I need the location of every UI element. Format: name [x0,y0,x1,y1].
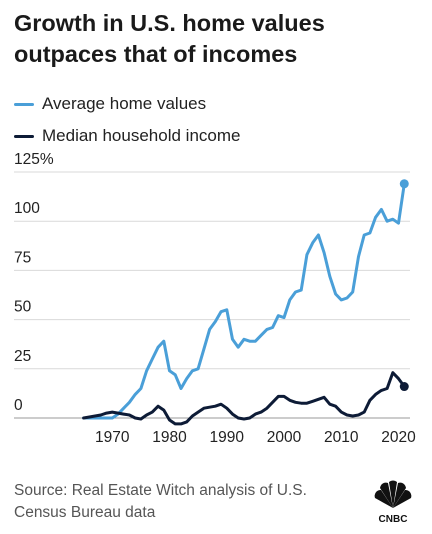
home-values-line [82,182,406,420]
y-tick-label: 25 [14,348,31,365]
household-income-line [82,371,406,426]
peacock-feathers-icon [374,480,412,508]
y-tick-label: 75 [14,249,31,266]
x-tick-label: 2000 [267,429,302,446]
y-tick-label: 50 [14,299,32,316]
x-tick-label: 1980 [152,429,187,446]
household-income-end-marker [399,382,409,392]
home-values-end-marker [399,179,409,189]
legend-item-home-values: Average home values [14,88,240,120]
x-tick-label: 1970 [95,429,130,446]
y-tick-label: 125% [14,151,54,168]
source-note: Source: Real Estate Witch analysis of U.… [14,482,307,521]
x-tick-label: 1990 [210,429,245,446]
legend-item-household-income: Median household income [14,120,240,152]
legend-label-home-values: Average home values [42,94,207,113]
logo-text: CNBC [379,514,408,525]
y-tick-label: 0 [14,397,23,414]
legend-swatch-home-values [14,102,34,106]
y-tick-label: 100 [14,200,40,217]
legend-swatch-household-income [14,134,34,138]
x-tick-label: 2010 [324,429,359,446]
line-chart: 125% 100 75 50 25 0 1970 1980 1990 2000 2010 2020 [14,151,416,446]
legend-label-household-income: Median household income [42,126,241,145]
cnbc-peacock-logo: CNBC [374,480,412,525]
chart-title-line-2: outpaces that of incomes [14,41,298,67]
chart-title-line-1: Growth in U.S. home values [14,10,325,36]
chart-legend: Average home values Median household inc… [14,88,240,152]
chart-title: Growth in U.S. home values outpaces that… [14,8,424,70]
x-tick-label: 2020 [381,429,416,446]
